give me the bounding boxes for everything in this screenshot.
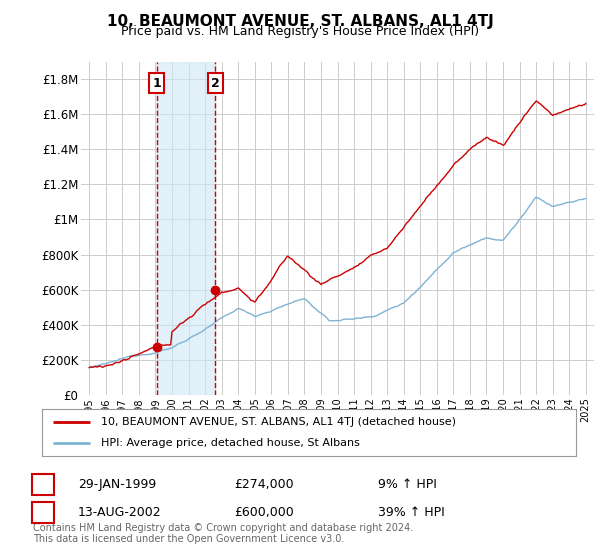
Text: Price paid vs. HM Land Registry's House Price Index (HPI): Price paid vs. HM Land Registry's House … [121,25,479,38]
Text: 29-JAN-1999: 29-JAN-1999 [78,478,156,491]
Text: 10, BEAUMONT AVENUE, ST. ALBANS, AL1 4TJ: 10, BEAUMONT AVENUE, ST. ALBANS, AL1 4TJ [107,14,493,29]
Text: 39% ↑ HPI: 39% ↑ HPI [378,506,445,519]
Text: 10, BEAUMONT AVENUE, ST. ALBANS, AL1 4TJ (detached house): 10, BEAUMONT AVENUE, ST. ALBANS, AL1 4TJ… [101,417,456,427]
Text: 1: 1 [152,77,161,90]
Text: Contains HM Land Registry data © Crown copyright and database right 2024.
This d: Contains HM Land Registry data © Crown c… [33,522,413,544]
Text: 9% ↑ HPI: 9% ↑ HPI [378,478,437,491]
Text: £274,000: £274,000 [234,478,293,491]
Bar [157,62,215,395]
Text: 13-AUG-2002: 13-AUG-2002 [78,506,161,519]
Text: 2: 2 [211,77,220,90]
Text: £600,000: £600,000 [234,506,294,519]
Text: 1: 1 [38,478,47,491]
Text: 2: 2 [38,506,47,519]
Text: HPI: Average price, detached house, St Albans: HPI: Average price, detached house, St A… [101,438,359,448]
